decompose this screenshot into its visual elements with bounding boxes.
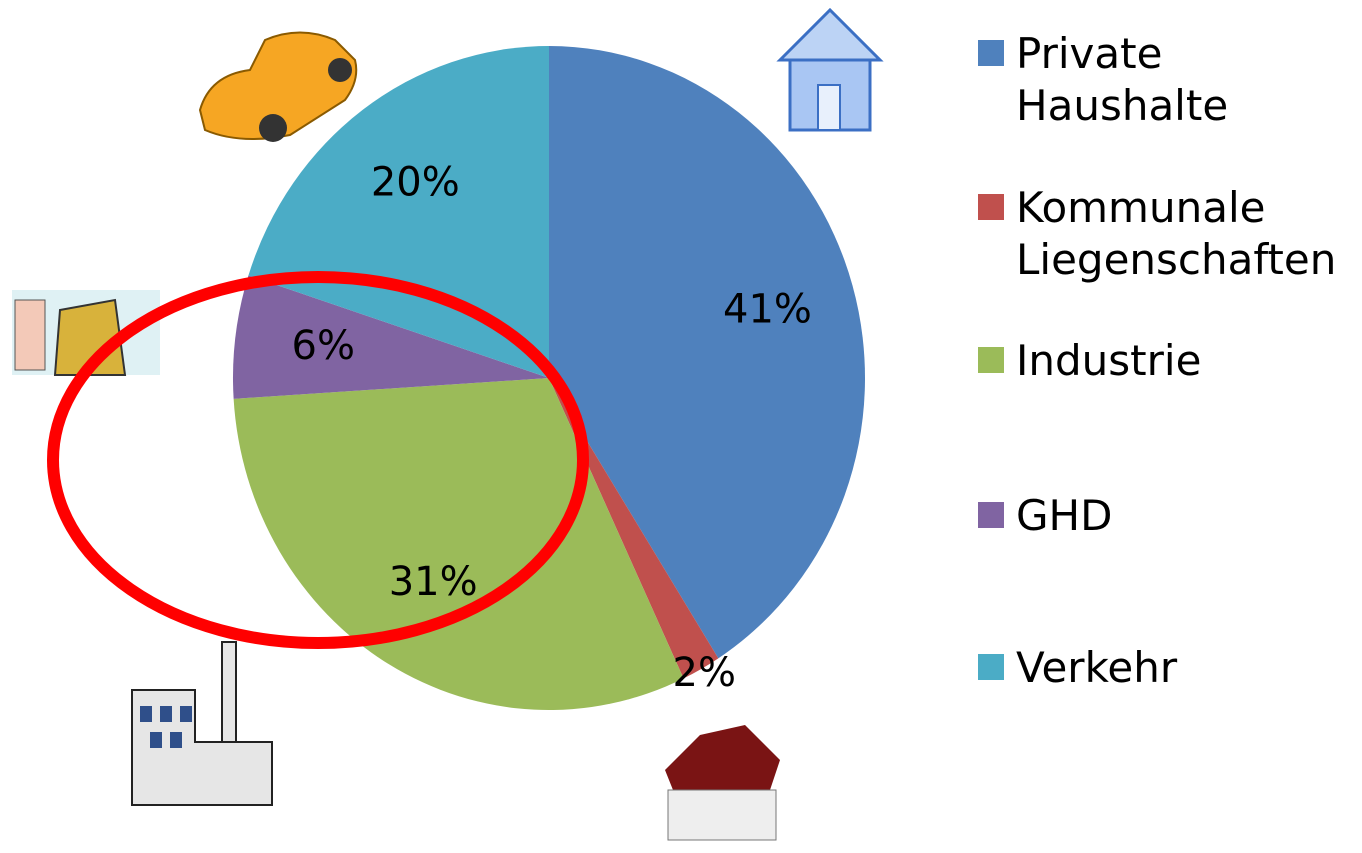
- legend-label: GHD: [1016, 491, 1113, 540]
- legend-item: GHD: [978, 490, 1358, 542]
- factory-window: [140, 706, 152, 722]
- taxi-wheel: [259, 114, 287, 142]
- taxi-wheel: [328, 58, 352, 82]
- factory-window: [150, 732, 162, 748]
- legend-label: Kommunale Liegenschaften: [1016, 183, 1337, 284]
- taxi: [198, 31, 358, 140]
- legend-item: Private Haushalte: [978, 28, 1358, 132]
- legend-label: Private Haushalte: [1016, 29, 1229, 130]
- data-label: 6%: [292, 323, 355, 369]
- factory-window: [170, 732, 182, 748]
- legend-swatch: [978, 40, 1004, 66]
- house-door: [817, 84, 841, 131]
- shop-building: [14, 299, 46, 371]
- pie-slice: [549, 378, 719, 679]
- legend-item: Industrie: [978, 335, 1358, 387]
- pie: [233, 46, 865, 710]
- pie-slice: [233, 275, 550, 399]
- legend-label: Verkehr: [1016, 643, 1178, 692]
- factory-window: [160, 706, 172, 722]
- legend-swatch: [978, 654, 1004, 680]
- legend-swatch: [978, 194, 1004, 220]
- legend-swatch: [978, 347, 1004, 373]
- house-roof: [776, 7, 884, 62]
- pie-slice: [248, 46, 550, 378]
- data-label: 31%: [389, 559, 478, 605]
- data-label: 20%: [371, 160, 460, 206]
- factory-window: [180, 706, 192, 722]
- factory-chimney: [221, 641, 237, 743]
- data-label: 41%: [723, 286, 812, 332]
- highlight-ellipse: [47, 271, 589, 649]
- legend-label: Industrie: [1016, 336, 1202, 385]
- legend-swatch: [978, 502, 1004, 528]
- building-body: [667, 789, 777, 841]
- legend-item: Verkehr: [978, 642, 1358, 694]
- pie-slice: [233, 378, 684, 710]
- pie-slice: [549, 46, 865, 659]
- building-roof: [665, 725, 780, 795]
- data-label: 2%: [673, 650, 736, 696]
- legend-item: Kommunale Liegenschaften: [978, 182, 1358, 286]
